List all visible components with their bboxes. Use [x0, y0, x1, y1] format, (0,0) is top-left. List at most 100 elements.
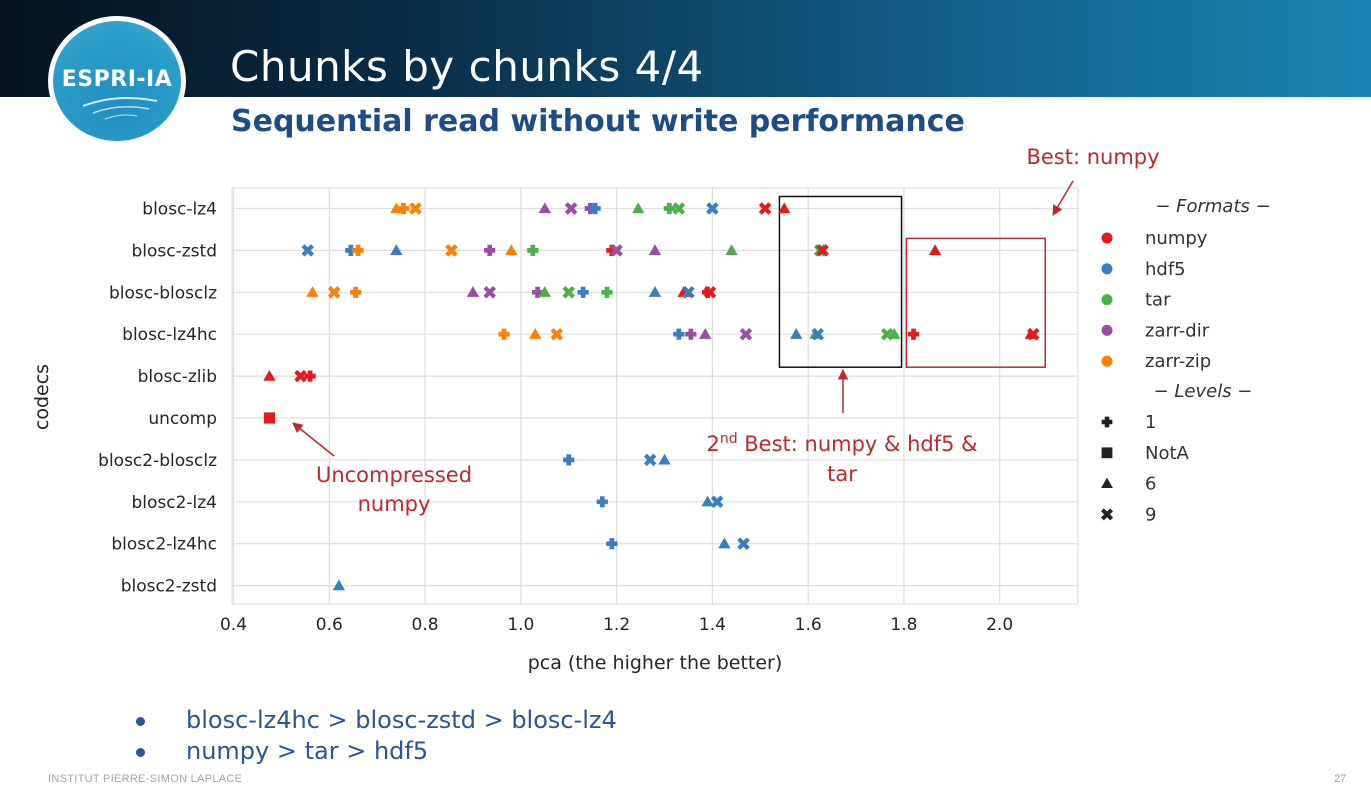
- annotation-second-best: 2nd Best: numpy & hdf5 &: [706, 431, 977, 456]
- bullet-list: blosc-lz4hc > blosc-zstd > blosc-lz4 num…: [130, 705, 617, 767]
- arrow-best: [1052, 180, 1074, 216]
- box-best: [905, 237, 1046, 368]
- y-tick-label: blosc-lz4: [142, 200, 217, 220]
- data-point: [699, 328, 712, 339]
- plot-area: [231, 187, 1079, 605]
- data-point: [352, 244, 364, 256]
- data-point: [564, 202, 578, 215]
- data-point: [606, 244, 618, 256]
- data-point: [685, 328, 697, 340]
- page-number: 27: [1334, 773, 1347, 785]
- x-tick-label: 2.0: [986, 615, 1013, 635]
- legend-levels-title: − Levels −: [1154, 381, 1253, 402]
- data-point: [739, 327, 753, 341]
- annotation-second-best-line2: tar: [827, 462, 857, 486]
- x-tick-label: 0.4: [220, 615, 247, 635]
- data-point: [648, 244, 662, 256]
- data-point: [928, 244, 942, 256]
- x-tick-label: 1.8: [890, 615, 917, 635]
- y-tick-label: blosc-blosclz: [109, 283, 217, 303]
- legend-level-marker: [1101, 477, 1113, 489]
- data-point: [682, 286, 695, 299]
- legend-format-label: zarr-zip: [1145, 351, 1211, 372]
- legend-level-marker: [1101, 447, 1113, 459]
- data-point: [301, 244, 314, 257]
- data-point: [529, 328, 542, 339]
- bullet-item: blosc-lz4hc > blosc-zstd > blosc-lz4: [130, 705, 617, 736]
- y-tick-label: blosc-zstd: [132, 241, 218, 261]
- bullet-text: numpy > tar > hdf5: [186, 737, 429, 765]
- bullet-item: numpy > tar > hdf5: [130, 736, 617, 767]
- data-point: [658, 453, 671, 465]
- bullet-dot: [136, 748, 145, 757]
- data-point: [811, 327, 825, 341]
- x-tick-label: 1.0: [507, 615, 534, 635]
- title-banner: [0, 0, 1371, 97]
- page-subtitle: Sequential read without write performanc…: [231, 104, 965, 139]
- annotation-best: Best: numpy: [1026, 145, 1159, 169]
- data-point: [294, 369, 307, 383]
- data-point: [643, 453, 657, 467]
- data-point: [332, 579, 346, 591]
- logo-text: ESPRI-IA: [61, 67, 173, 92]
- data-point: [606, 538, 618, 550]
- legend-format-label: zarr-dir: [1145, 320, 1210, 341]
- y-tick-label: blosc2-zstd: [121, 577, 217, 597]
- data-point: [601, 286, 613, 298]
- data-point: [718, 537, 731, 549]
- legend-format-label: hdf5: [1145, 259, 1186, 280]
- y-tick-label: blosc-zlib: [138, 367, 217, 387]
- data-point: [445, 244, 458, 257]
- scatter-chart: blosc-lz4 blosc-zstd blosc-blosclz blosc-lz…: [31, 145, 1271, 674]
- data-point: [563, 454, 575, 466]
- x-tick-label: 1.6: [795, 615, 822, 635]
- data-point: [390, 244, 403, 256]
- data-point: [397, 202, 410, 215]
- data-point: [596, 496, 608, 508]
- x-tick-label: 1.4: [699, 615, 726, 635]
- legend-level-label: 6: [1145, 474, 1156, 495]
- footer-institution: INSTITUT PIERRE-SIMON LAPLACE: [48, 773, 243, 785]
- espri-ia-logo: ESPRI-IA: [48, 16, 186, 146]
- data-point: [577, 286, 589, 298]
- x-tick-label: 0.6: [316, 615, 343, 635]
- legend-level-label: 1: [1145, 412, 1156, 433]
- data-point: [327, 286, 341, 299]
- data-point: [550, 327, 564, 341]
- bullet-dot: [136, 717, 145, 726]
- data-point: [484, 244, 496, 256]
- legend-level-marker: [1100, 508, 1114, 521]
- x-axis-label: pca (the higher the better): [528, 652, 783, 674]
- page-title: Chunks by chunks 4/4: [230, 42, 704, 91]
- data-point: [538, 202, 551, 214]
- data-point: [790, 328, 803, 339]
- data-point: [498, 328, 510, 340]
- box-second-best: [778, 195, 903, 368]
- data-point: [703, 286, 717, 299]
- y-tick-label: uncomp: [148, 409, 217, 429]
- data-point: [632, 202, 645, 214]
- data-point: [663, 202, 675, 215]
- data-point: [672, 202, 686, 215]
- legend-format-marker: [1101, 232, 1113, 244]
- data-point: [648, 286, 662, 297]
- y-axis-label: codecs: [31, 364, 53, 430]
- data-point: [263, 412, 276, 424]
- data-point: [350, 286, 362, 298]
- legend-level-label: NotA: [1145, 443, 1190, 464]
- data-point: [610, 244, 623, 257]
- legend-format-marker: [1101, 294, 1113, 306]
- x-tick-label: 0.8: [412, 615, 439, 635]
- legend-format-label: tar: [1145, 290, 1171, 311]
- data-point: [907, 328, 920, 340]
- data-point: [483, 286, 496, 299]
- annotation-uncompressed: Uncompressed: [316, 463, 472, 487]
- legend-format-marker: [1101, 324, 1113, 336]
- legend-format-label: numpy: [1145, 228, 1208, 249]
- data-point: [538, 286, 551, 297]
- legend-format-marker: [1101, 355, 1113, 367]
- data-point: [263, 369, 276, 381]
- bullet-text: blosc-lz4hc > blosc-zstd > blosc-lz4: [186, 706, 617, 734]
- data-point: [466, 286, 480, 297]
- annotation-uncompressed-line2: numpy: [358, 492, 431, 516]
